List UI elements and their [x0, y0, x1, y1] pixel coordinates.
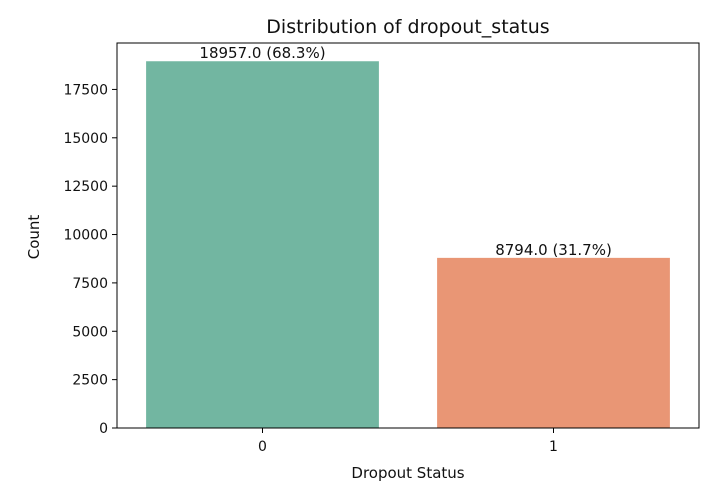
- data-label-0: 18957.0 (68.3%): [199, 44, 325, 62]
- x-axis-label: Dropout Status: [351, 464, 464, 482]
- y-tick-label-10000: 10000: [63, 228, 108, 244]
- data-label-1: 8794.0 (31.7%): [495, 241, 612, 259]
- data-labels-layer: 18957.0 (68.3%) 8794.0 (31.7%): [199, 44, 611, 259]
- y-tick-label-0: 0: [99, 421, 108, 437]
- plot-area-frame: [116, 42, 700, 429]
- bar-1: [437, 257, 670, 428]
- y-tick-label-2500: 2500: [72, 373, 108, 389]
- y-axis-label: Count: [25, 215, 43, 260]
- y-tick-label-12500: 12500: [63, 179, 108, 195]
- x-tick-label-1: 1: [549, 439, 558, 455]
- y-tick-label-17500: 17500: [63, 82, 108, 98]
- bars-layer: [146, 61, 670, 429]
- y-tick-label-7500: 7500: [72, 276, 108, 292]
- y-tick-label-5000: 5000: [72, 324, 108, 340]
- y-tick-label-15000: 15000: [63, 131, 108, 147]
- bar-0: [146, 61, 379, 429]
- x-tick-label-0: 0: [258, 439, 267, 455]
- y-axis-ticks: 0 2500 5000 7500 10000 12500 15000 17500: [63, 82, 117, 437]
- chart-title: Distribution of dropout_status: [266, 16, 549, 38]
